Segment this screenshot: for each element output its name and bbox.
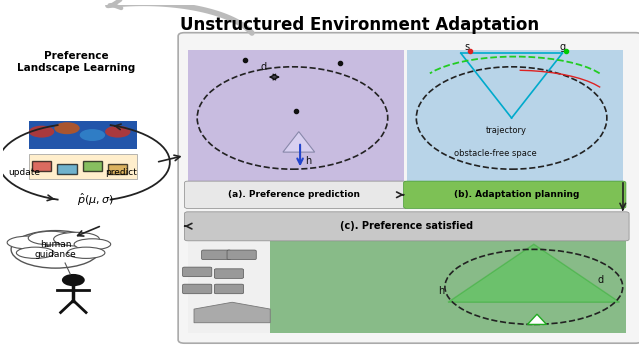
Polygon shape (527, 314, 547, 324)
Text: d: d (597, 276, 604, 285)
Ellipse shape (28, 231, 74, 245)
FancyBboxPatch shape (108, 164, 127, 174)
Text: obstacle-free space: obstacle-free space (454, 149, 537, 158)
Text: $\hat{p}(\mu,\sigma)$: $\hat{p}(\mu,\sigma)$ (77, 192, 114, 208)
Polygon shape (283, 132, 315, 152)
FancyBboxPatch shape (184, 181, 407, 208)
FancyBboxPatch shape (214, 284, 244, 294)
Ellipse shape (17, 247, 54, 259)
FancyBboxPatch shape (188, 241, 270, 333)
Ellipse shape (80, 129, 105, 141)
FancyBboxPatch shape (83, 161, 102, 171)
FancyBboxPatch shape (29, 121, 137, 149)
Text: (a). Preference prediction: (a). Preference prediction (228, 190, 360, 199)
FancyBboxPatch shape (214, 269, 244, 278)
Text: update: update (8, 168, 40, 177)
Text: h: h (305, 156, 312, 166)
Ellipse shape (74, 239, 111, 250)
Ellipse shape (29, 126, 54, 137)
FancyBboxPatch shape (29, 154, 137, 180)
FancyBboxPatch shape (178, 33, 640, 343)
FancyBboxPatch shape (184, 212, 629, 241)
Text: (b). Adaptation planning: (b). Adaptation planning (454, 190, 579, 199)
Text: g: g (559, 42, 565, 52)
Text: s: s (464, 42, 469, 52)
FancyBboxPatch shape (407, 50, 623, 183)
Text: d: d (260, 62, 267, 72)
Ellipse shape (105, 126, 131, 137)
Text: trajectory: trajectory (486, 126, 527, 135)
FancyBboxPatch shape (270, 241, 626, 333)
Text: human
guidance: human guidance (35, 240, 76, 259)
Text: (c). Preference satisfied: (c). Preference satisfied (340, 221, 474, 231)
FancyBboxPatch shape (188, 50, 404, 183)
Polygon shape (448, 244, 620, 302)
Text: Unstructured Environment Adaptation: Unstructured Environment Adaptation (180, 16, 539, 34)
Ellipse shape (7, 236, 51, 249)
FancyBboxPatch shape (404, 181, 626, 208)
FancyBboxPatch shape (32, 161, 51, 171)
Text: h: h (438, 286, 445, 296)
Text: predict: predict (105, 168, 137, 177)
Polygon shape (194, 302, 270, 323)
Ellipse shape (54, 122, 80, 134)
FancyBboxPatch shape (227, 250, 256, 260)
Ellipse shape (54, 232, 99, 246)
Circle shape (62, 274, 84, 286)
Ellipse shape (67, 247, 105, 259)
FancyBboxPatch shape (202, 250, 231, 260)
Text: Preference
Landscape Learning: Preference Landscape Learning (17, 52, 136, 73)
FancyBboxPatch shape (58, 164, 77, 174)
Ellipse shape (11, 231, 100, 268)
FancyBboxPatch shape (182, 284, 212, 294)
FancyBboxPatch shape (182, 267, 212, 277)
